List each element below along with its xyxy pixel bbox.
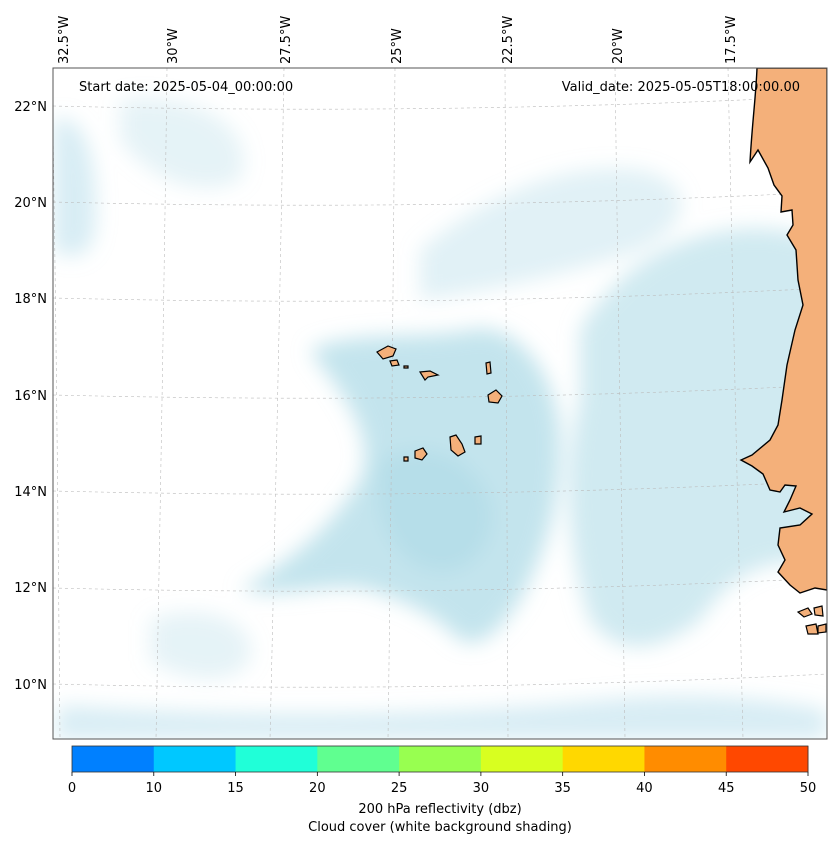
island-santiago [449, 434, 466, 457]
lon-label: 17.5°W [724, 16, 739, 64]
island-brava [403, 456, 409, 462]
colorbar-segment [726, 746, 809, 772]
colorbar-segment [562, 746, 645, 772]
coastal-islet [813, 605, 824, 617]
island-sal [485, 361, 492, 375]
cloud-band-north [120, 98, 244, 188]
start-date-annotation: Start date: 2025-05-04_00:00:00 [79, 80, 293, 95]
colorbar-label-reflectivity: 200 hPa reflectivity (dbz) [358, 802, 521, 817]
colorbar-outline [71, 745, 809, 773]
colorbar-segment [153, 746, 237, 772]
cloud-band-southwest [150, 612, 252, 679]
colorbar-tick-label: 30 [473, 781, 490, 796]
colorbar-tick-label: 40 [636, 781, 653, 796]
colorbar-segment [235, 746, 318, 772]
island-santa-luzia [403, 365, 409, 369]
colorbar-label-cloud-cover: Cloud cover (white background shading) [308, 820, 572, 835]
lat-label: 18°N [14, 292, 47, 307]
cloud-band-east [569, 228, 827, 647]
map-area [53, 68, 827, 739]
lat-label: 14°N [14, 485, 47, 500]
colorbar-tick-label: 35 [554, 781, 571, 796]
colorbar-tick-label: 10 [146, 781, 163, 796]
colorbar-segment [317, 746, 400, 772]
colorbar-tick-label: 15 [227, 781, 244, 796]
cloud-band-middle [377, 450, 492, 572]
cloud-band-northwest [53, 118, 96, 256]
island-maio [474, 435, 482, 445]
colorbar-tick-label: 0 [68, 781, 76, 796]
colorbar-tick-label: 50 [800, 781, 817, 796]
valid-date-annotation: Valid_date: 2025-05-05T18:00:00.00 [562, 80, 800, 95]
coastal-islet [805, 623, 819, 635]
map-frame [52, 67, 828, 740]
colorbar-tick-label: 20 [309, 781, 326, 796]
africa-coastline [739, 68, 827, 594]
coastal-islet [796, 607, 813, 618]
colorbar-ticks: 0 10 15 20 25 30 35 40 45 50 [68, 772, 816, 796]
lat-label: 22°N [14, 100, 47, 115]
longitude-labels: 32.5°W 30°W 27.5°W 25°W 22.5°W 20°W 17.5… [57, 16, 739, 64]
lon-label: 22.5°W [501, 16, 516, 64]
colorbar-tick-label: 25 [391, 781, 408, 796]
cloud-cover-shading [53, 98, 827, 739]
colorbar: 0 10 15 20 25 30 35 40 45 50 200 hPa reflectivity… [68, 745, 816, 835]
lon-label: 27.5°W [279, 16, 294, 64]
lat-label: 10°N [14, 678, 47, 693]
lat-label: 16°N [14, 389, 47, 404]
coastal-islet [817, 623, 827, 634]
island-sao-vicente [389, 359, 400, 367]
colorbar-segments [72, 746, 809, 772]
colorbar-segment [480, 746, 564, 772]
latitude-labels: 22°N 20°N 18°N 16°N 14°N 12°N 10°N [14, 100, 47, 693]
cloud-band-top [420, 168, 682, 300]
island-boa-vista [487, 389, 503, 404]
colorbar-segment [72, 746, 155, 772]
lon-label: 32.5°W [57, 16, 72, 64]
colorbar-tick-label: 45 [718, 781, 735, 796]
lat-label: 12°N [14, 581, 47, 596]
colorbar-segment [644, 746, 727, 772]
cape-verde-islands [376, 345, 503, 462]
lon-label: 25°W [390, 28, 405, 64]
lat-label: 20°N [14, 196, 47, 211]
island-santo-antao [376, 345, 397, 360]
lon-label: 30°W [166, 28, 181, 64]
island-fogo [414, 447, 428, 461]
island-sao-nicolau [418, 370, 440, 381]
graticule [53, 68, 827, 739]
cloud-band-south [53, 695, 827, 739]
colorbar-segment [399, 746, 482, 772]
lon-label: 20°W [611, 28, 626, 64]
